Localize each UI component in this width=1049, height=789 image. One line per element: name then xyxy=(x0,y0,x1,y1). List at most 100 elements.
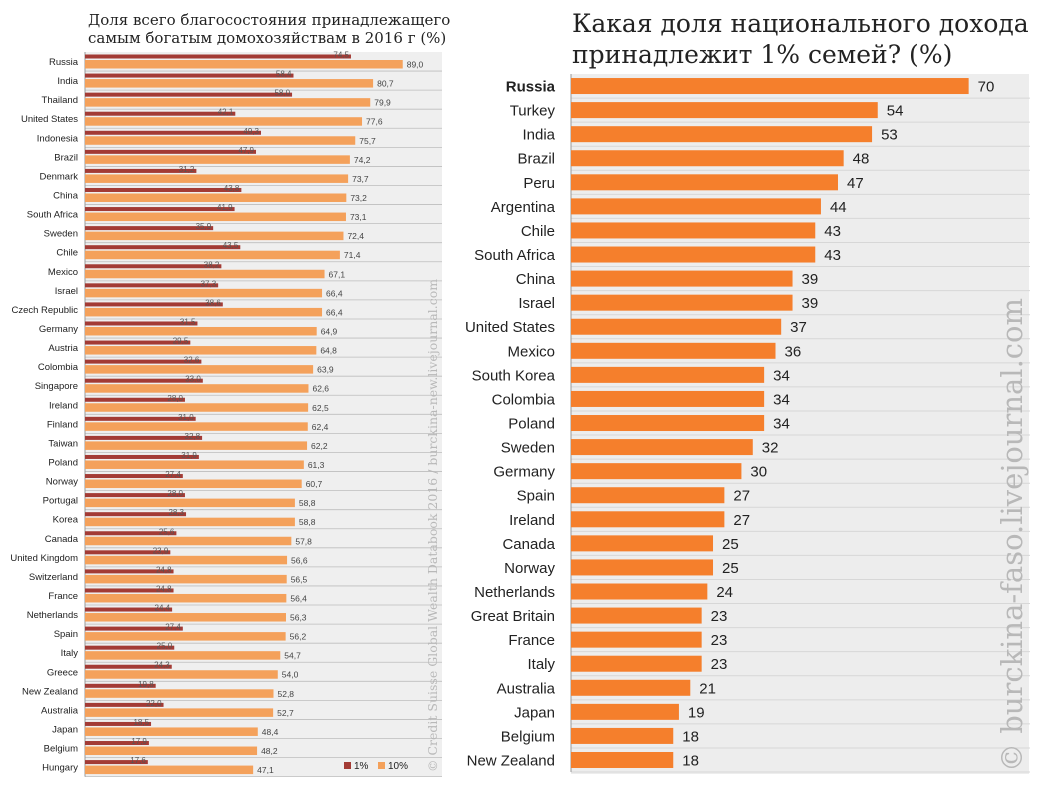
left-value-label-1pct: 41,9 xyxy=(217,203,233,212)
left-bar-10pct xyxy=(85,441,308,450)
right-value-label: 23 xyxy=(711,656,728,673)
left-value-label-1pct: 47,9 xyxy=(238,146,254,155)
left-value-label-1pct: 38,2 xyxy=(204,260,220,269)
left-category-label: Colombia xyxy=(38,362,79,373)
left-category-label: Mexico xyxy=(48,267,78,278)
left-category-label: Israel xyxy=(55,286,78,297)
right-bar xyxy=(571,535,714,552)
left-value-label-1pct: 43,5 xyxy=(223,241,239,250)
left-bar-10pct xyxy=(85,460,304,469)
right-value-label: 18 xyxy=(682,728,699,745)
right-value-label: 23 xyxy=(711,632,728,649)
left-bar-1pct xyxy=(85,111,236,116)
left-category-label: Korea xyxy=(53,515,79,526)
left-value-label-1pct: 37,3 xyxy=(201,279,217,288)
left-bar-10pct xyxy=(85,212,346,222)
right-value-label: 34 xyxy=(773,367,790,384)
left-value-label-10pct: 75,7 xyxy=(359,136,376,146)
left-watermark: © Credit Suisse Global Wealth Databook 2… xyxy=(425,279,440,772)
left-category-label: Finland xyxy=(47,419,78,430)
left-bar-1pct xyxy=(85,588,174,593)
left-value-label-1pct: 32,6 xyxy=(184,356,200,365)
left-value-label-1pct: 43,8 xyxy=(224,184,240,193)
left-value-label-10pct: 56,2 xyxy=(290,632,307,642)
right-bar xyxy=(571,463,742,480)
left-bar-10pct xyxy=(85,250,340,260)
right-value-label: 30 xyxy=(750,464,767,481)
left-category-label: Greece xyxy=(47,667,78,678)
right-bar xyxy=(571,487,725,504)
left-bar-1pct xyxy=(85,721,152,726)
right-value-label: 44 xyxy=(830,199,847,216)
left-value-label-10pct: 52,7 xyxy=(277,708,294,718)
right-value-label: 54 xyxy=(887,103,904,120)
right-bar xyxy=(571,511,725,528)
left-value-label-1pct: 24,3 xyxy=(154,661,170,670)
right-bar xyxy=(571,318,782,335)
left-category-label: Sweden xyxy=(44,229,78,240)
right-bar xyxy=(571,631,702,648)
right-value-label: 19 xyxy=(688,704,705,721)
left-bar-1pct xyxy=(85,54,351,59)
left-bar-1pct xyxy=(85,130,262,135)
right-category-label: Norway xyxy=(504,560,555,577)
left-bar-10pct xyxy=(85,193,347,202)
left-value-label-10pct: 47,1 xyxy=(257,765,274,775)
left-category-label: South Africa xyxy=(27,210,79,221)
right-category-label: Ireland xyxy=(509,512,555,529)
left-value-label-10pct: 60,7 xyxy=(306,479,323,489)
right-bar xyxy=(571,439,753,456)
left-bar-1pct xyxy=(85,416,196,421)
left-bar-1pct xyxy=(85,493,185,498)
left-bar-10pct xyxy=(85,155,350,164)
left-bar-1pct xyxy=(85,474,183,479)
left-bar-1pct xyxy=(85,664,172,669)
right-bar xyxy=(571,727,674,744)
left-bar-1pct xyxy=(85,245,241,250)
left-bar-10pct xyxy=(85,307,323,317)
left-bar-10pct xyxy=(85,765,254,775)
left-value-label-1pct: 31,9 xyxy=(181,451,197,460)
left-bar-1pct xyxy=(85,264,222,269)
left-value-label-10pct: 58,8 xyxy=(299,498,316,508)
legend-label-1pct: 1% xyxy=(354,761,369,772)
right-value-label: 34 xyxy=(773,416,790,433)
right-category-label: Brazil xyxy=(517,151,555,168)
left-value-label-10pct: 62,2 xyxy=(311,441,328,451)
left-bar-10pct xyxy=(85,365,314,374)
left-category-label: China xyxy=(53,191,79,202)
left-gridlines xyxy=(84,52,442,778)
left-category-label: Switzerland xyxy=(29,572,78,583)
right-category-label: Netherlands xyxy=(474,584,555,601)
left-value-label-1pct: 31,2 xyxy=(179,165,195,174)
left-category-label: Japan xyxy=(52,724,78,735)
left-bar-10pct xyxy=(85,517,295,527)
left-value-label-1pct: 33,0 xyxy=(185,375,201,384)
left-category-label: Netherlands xyxy=(27,610,78,621)
left-bar-1pct xyxy=(85,283,219,288)
left-value-label-10pct: 73,2 xyxy=(350,193,367,203)
right-category-label: India xyxy=(522,127,555,144)
right-value-label: 43 xyxy=(824,223,841,240)
legend-label-10pct: 10% xyxy=(388,761,408,772)
right-bar xyxy=(571,78,969,95)
left-category-label: United States xyxy=(21,114,78,125)
left-bar-10pct xyxy=(85,136,356,145)
left-value-label-10pct: 63,9 xyxy=(317,365,334,375)
left-bar-10pct xyxy=(85,651,281,660)
left-bar-10pct xyxy=(85,269,325,279)
left-bar-10pct xyxy=(85,746,258,756)
right-category-label: France xyxy=(508,632,555,649)
left-bar-1pct xyxy=(85,168,197,173)
left-bar-1pct xyxy=(85,92,293,97)
left-value-label-1pct: 42,1 xyxy=(218,108,234,117)
left-bar-1pct xyxy=(85,435,203,440)
left-bar-10pct xyxy=(85,708,274,717)
left-value-label-1pct: 35,9 xyxy=(196,222,212,231)
right-category-label: Germany xyxy=(493,464,555,481)
left-bar-1pct xyxy=(85,340,191,345)
left-value-label-1pct: 58,0 xyxy=(274,89,290,98)
left-value-label-10pct: 89,0 xyxy=(407,60,424,70)
right-value-label: 47 xyxy=(847,175,864,192)
left-category-label: Italy xyxy=(61,648,79,659)
